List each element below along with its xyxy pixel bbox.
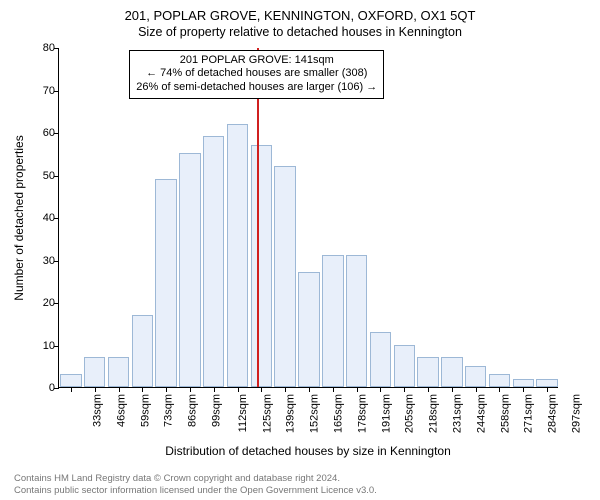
footer-line-1: Contains HM Land Registry data © Crown c… [14,473,377,484]
annotation-line-2: ← 74% of detached houses are smaller (30… [136,67,377,81]
title-subtitle: Size of property relative to detached ho… [0,25,600,39]
y-tick-label: 10 [25,340,55,352]
x-tick-mark [547,387,548,392]
histogram-bar [227,124,248,388]
annotation-line-3: 26% of semi-detached houses are larger (… [136,81,377,95]
footer-attribution: Contains HM Land Registry data © Crown c… [14,473,377,496]
y-tick-mark [54,218,59,219]
y-tick-label: 60 [25,127,55,139]
histogram-bar [298,272,319,387]
x-tick-mark [309,387,310,392]
histogram-bar [155,179,176,387]
x-tick-mark [476,387,477,392]
x-tick-mark [261,387,262,392]
x-tick-mark [523,387,524,392]
y-tick-label: 70 [25,85,55,97]
histogram-bar [394,345,415,388]
x-tick-mark [285,387,286,392]
x-tick-mark [190,387,191,392]
x-tick-mark [452,387,453,392]
x-tick-mark [71,387,72,392]
histogram-bar [536,379,557,388]
y-tick-label: 50 [25,170,55,182]
y-tick-label: 40 [25,212,55,224]
histogram-bar [417,357,438,387]
x-tick-mark [404,387,405,392]
footer-line-2: Contains public sector information licen… [14,485,377,496]
chart-container: Number of detached properties 0102030405… [58,48,578,418]
x-tick-mark [142,387,143,392]
x-tick-mark [333,387,334,392]
chart-title-block: 201, POPLAR GROVE, KENNINGTON, OXFORD, O… [0,0,600,39]
y-tick-mark [54,48,59,49]
x-tick-mark [428,387,429,392]
y-tick-mark [54,176,59,177]
histogram-bar [60,374,81,387]
plot-area: 0102030405060708033sqm46sqm59sqm73sqm86s… [58,48,558,388]
histogram-bar [346,255,367,387]
histogram-bar [322,255,343,387]
x-tick-mark [95,387,96,392]
reference-line [257,48,259,387]
y-tick-mark [54,303,59,304]
histogram-bar [441,357,462,387]
y-tick-mark [54,346,59,347]
y-tick-mark [54,91,59,92]
x-tick-mark [380,387,381,392]
y-tick-label: 20 [25,297,55,309]
y-axis-label: Number of detached properties [12,135,26,300]
y-tick-label: 0 [25,382,55,394]
y-tick-mark [54,388,59,389]
histogram-bar [179,153,200,387]
histogram-bar [84,357,105,387]
histogram-bar [513,379,534,388]
histogram-bar [251,145,272,387]
y-tick-mark [54,261,59,262]
x-tick-mark [357,387,358,392]
x-tick-mark [499,387,500,392]
y-tick-mark [54,133,59,134]
title-address: 201, POPLAR GROVE, KENNINGTON, OXFORD, O… [0,8,600,23]
histogram-bar [132,315,153,387]
y-tick-label: 80 [25,42,55,54]
histogram-bar [489,374,510,387]
histogram-bar [370,332,391,387]
x-tick-mark [119,387,120,392]
x-axis-label: Distribution of detached houses by size … [58,444,558,458]
histogram-bar [274,166,295,387]
histogram-bar [203,136,224,387]
annotation-line-1: 201 POPLAR GROVE: 141sqm [136,54,377,68]
histogram-bar [465,366,486,387]
y-tick-label: 30 [25,255,55,267]
x-tick-mark [166,387,167,392]
x-tick-mark [238,387,239,392]
x-tick-mark [214,387,215,392]
annotation-box: 201 POPLAR GROVE: 141sqm← 74% of detache… [129,50,384,99]
histogram-bar [108,357,129,387]
